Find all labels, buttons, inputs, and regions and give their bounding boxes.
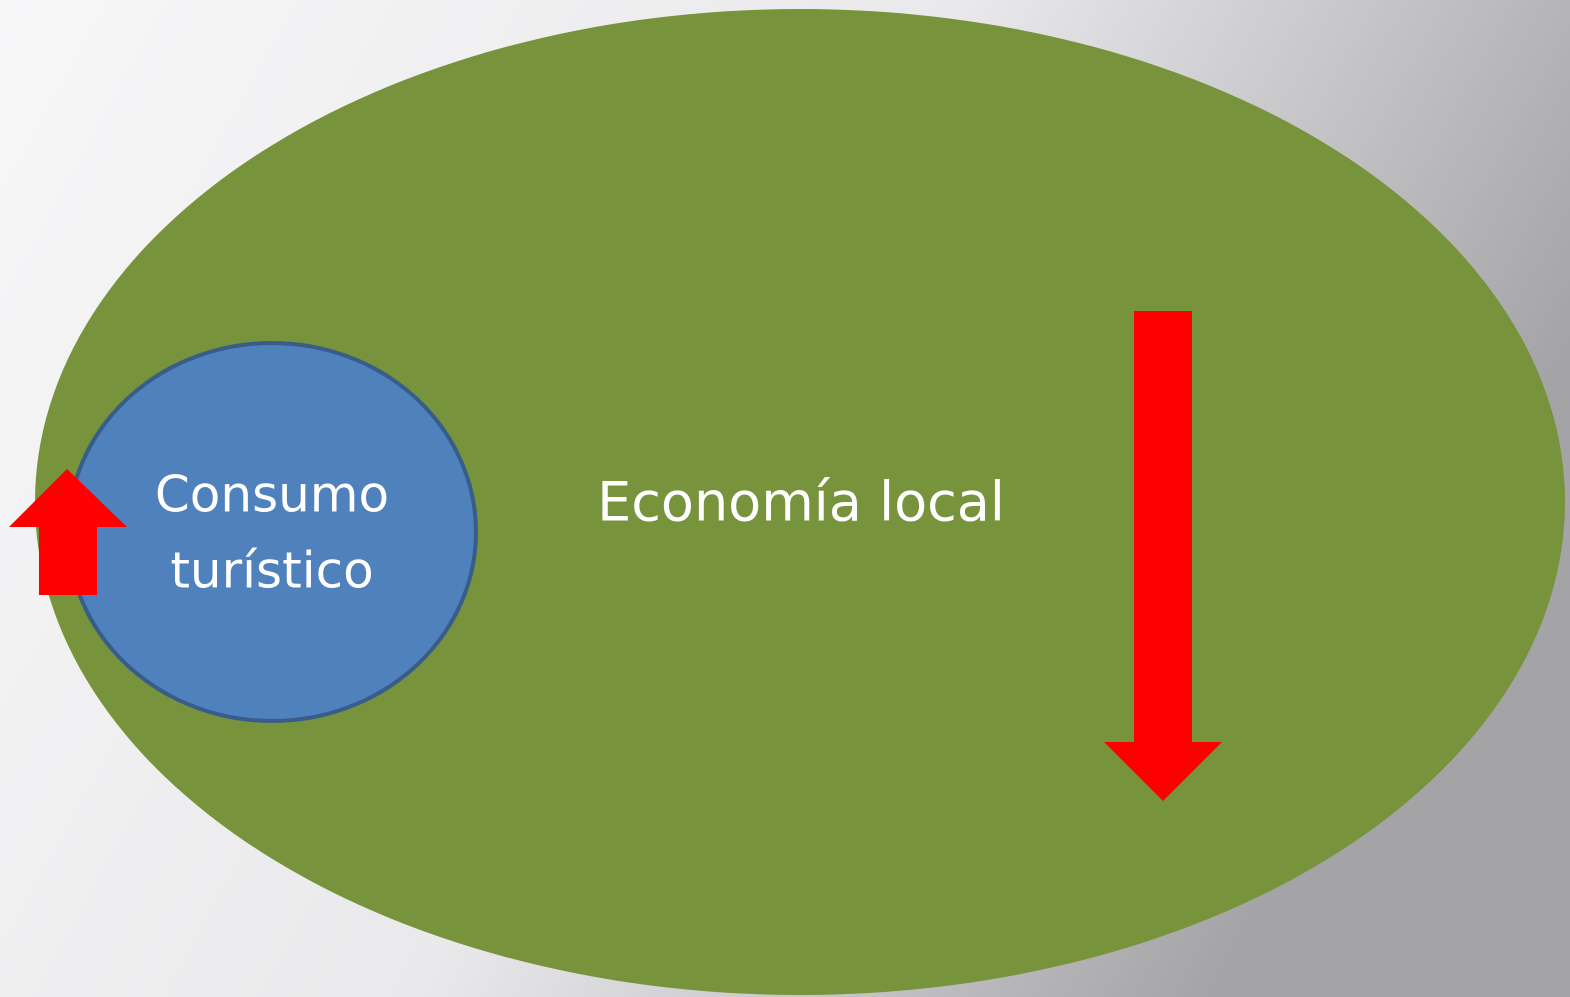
tourism-label: Consumo [155,466,389,524]
tourism-label: turístico [170,542,373,600]
up-arrow [9,469,127,595]
tourism-ellipse [66,341,478,723]
down-arrow [1104,311,1222,801]
economy-label: Economía local [597,471,1005,534]
